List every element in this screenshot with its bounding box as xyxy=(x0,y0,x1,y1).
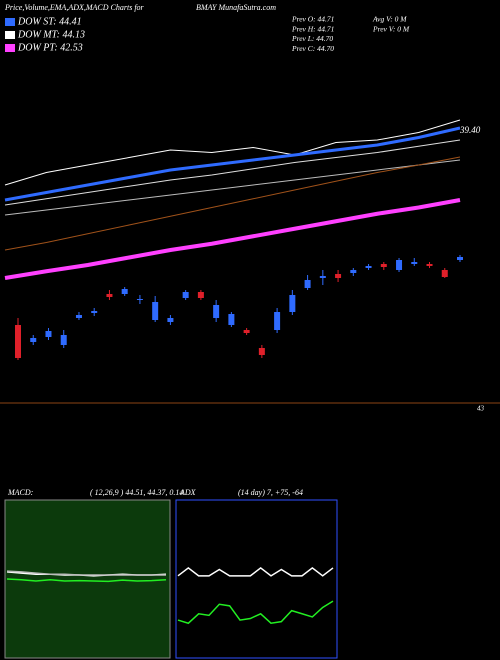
adx-frame xyxy=(175,499,338,659)
legend-swatch xyxy=(5,31,15,39)
candle-body xyxy=(243,330,250,333)
candle-body xyxy=(228,314,235,325)
candle-body xyxy=(274,312,281,330)
legend-swatch xyxy=(5,44,15,52)
candle-body xyxy=(121,289,128,294)
panel-background xyxy=(176,500,337,658)
stat: Prev C: 44.70 xyxy=(291,44,334,53)
line xyxy=(4,126,461,202)
candle-body xyxy=(152,302,159,320)
line xyxy=(6,570,166,576)
candle-body xyxy=(45,331,52,337)
line xyxy=(6,578,167,583)
candle-body xyxy=(457,257,463,260)
candle-body xyxy=(75,315,82,318)
legend-label: DOW PT: 42.53 xyxy=(17,42,83,53)
candle-body xyxy=(30,338,37,342)
stat: Prev L: 44.70 xyxy=(291,34,333,43)
macd-title: MACD: xyxy=(7,488,34,497)
stat: Prev O: 44.71 xyxy=(291,15,334,24)
candle-body xyxy=(335,274,342,278)
candle-body xyxy=(441,270,448,277)
candle-body xyxy=(60,335,67,345)
line xyxy=(4,119,461,186)
macd-frame xyxy=(4,499,171,659)
adx-subtitle: (14 day) 7, +75, -64 xyxy=(238,488,303,497)
page-title: Price,Volume,EMA,ADX,MACD Charts for xyxy=(4,3,145,12)
legend-label: DOW ST: 44.41 xyxy=(17,16,82,27)
candle-body xyxy=(91,311,98,313)
line xyxy=(4,139,461,206)
candle-body xyxy=(106,294,113,297)
candle-body xyxy=(289,295,296,312)
annotation: 39.40 xyxy=(459,125,481,135)
candle-body xyxy=(213,305,220,318)
candle-body xyxy=(197,292,204,298)
candle-body xyxy=(258,348,265,355)
stat: Prev H: 44.71 xyxy=(291,24,334,33)
candle-body xyxy=(426,264,433,266)
annotation: 43 xyxy=(477,405,485,413)
line xyxy=(4,156,461,251)
candle-body xyxy=(365,266,372,268)
candle-body xyxy=(411,262,418,264)
legend-label: DOW MT: 44.13 xyxy=(17,29,85,40)
stat: Prev V: 0 M xyxy=(372,24,410,33)
macd-subtitle: ( 12,26,9 ) 44.51, 44.37, 0.14 xyxy=(90,488,183,497)
candle-body xyxy=(304,280,311,288)
candle-body xyxy=(182,292,189,298)
candle-body xyxy=(136,299,143,300)
candle-body xyxy=(319,276,326,278)
candle-body xyxy=(380,264,387,267)
stat: Avg V: 0 M xyxy=(372,15,407,24)
legend-swatch xyxy=(5,18,15,26)
candle-body xyxy=(396,260,403,270)
candle-body xyxy=(167,318,174,322)
symbol: BMAY MunafaSutra.com xyxy=(196,3,276,12)
line xyxy=(4,159,461,216)
line xyxy=(177,566,334,577)
candle-body xyxy=(350,270,357,273)
candle-body xyxy=(15,325,21,358)
line xyxy=(4,198,461,280)
panel-background xyxy=(5,500,170,658)
line xyxy=(177,600,334,625)
adx-title: ADX xyxy=(179,488,197,497)
